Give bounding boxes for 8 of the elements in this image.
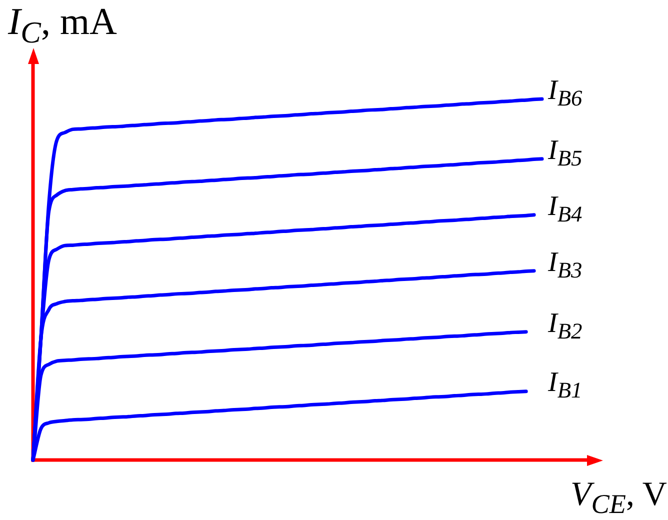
series-label: I$_{B3}$ xyxy=(548,246,582,282)
series-label: I$_{B6}$ xyxy=(548,75,582,111)
series-label: I$_{B5}$ xyxy=(548,134,582,171)
y-axis-title: I$_{C}$, mA xyxy=(8,1,117,50)
series-label: I$_{B2}$ xyxy=(548,308,582,344)
x-axis-title: V$_{CE}$, V xyxy=(570,476,667,519)
series-label: I$_{B4}$ xyxy=(548,190,582,226)
series-label: I$_{B1}$ xyxy=(548,367,582,403)
